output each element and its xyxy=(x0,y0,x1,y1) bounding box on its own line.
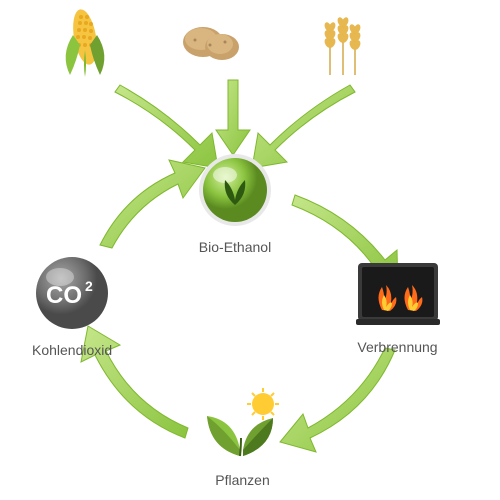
wheat-icon xyxy=(305,5,375,80)
svg-text:2: 2 xyxy=(85,278,93,294)
potato-icon xyxy=(175,12,245,67)
node-corn xyxy=(55,5,115,85)
node-potato xyxy=(175,12,245,72)
node-wheat xyxy=(305,5,375,85)
co2-icon: CO 2 xyxy=(32,253,112,333)
node-plants: Pflanzen xyxy=(195,388,290,488)
node-combustion: Verbrennung xyxy=(350,255,445,355)
plants-icon xyxy=(195,388,290,463)
corn-icon xyxy=(55,5,115,80)
bioethanol-label: Bio-Ethanol xyxy=(195,239,275,255)
plants-label: Pflanzen xyxy=(195,472,290,488)
bioethanol-icon xyxy=(195,150,275,230)
node-co2: CO 2 Kohlendioxid xyxy=(32,253,112,358)
fireplace-icon xyxy=(350,255,445,330)
node-bioethanol: Bio-Ethanol xyxy=(195,150,275,255)
combustion-label: Verbrennung xyxy=(350,339,445,355)
svg-text:CO: CO xyxy=(46,282,82,309)
co2-label: Kohlendioxid xyxy=(32,342,112,358)
